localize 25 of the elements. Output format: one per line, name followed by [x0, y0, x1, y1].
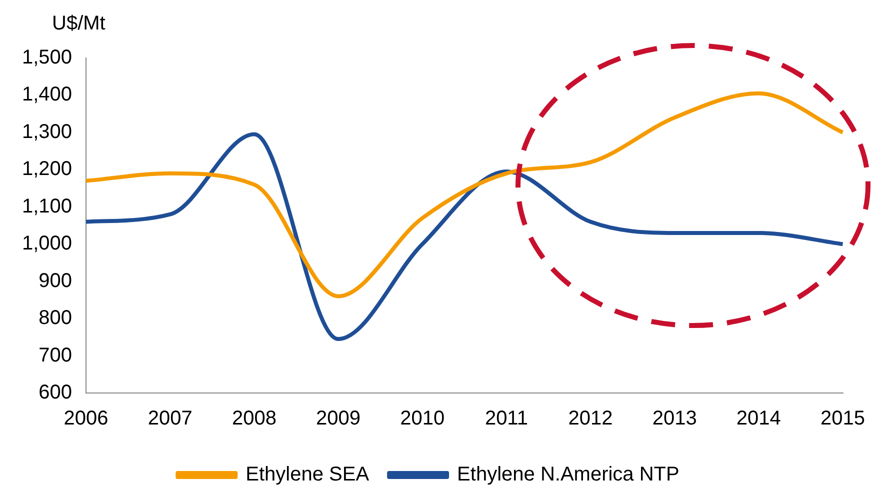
x-tick-label: 2011	[484, 408, 528, 430]
line-series	[84, 91, 845, 298]
y-tick-label: 1,000	[22, 232, 72, 255]
y-tick-label: 1,200	[22, 158, 72, 180]
x-tick-label: 2014	[736, 408, 781, 430]
x-tick-label: 2008	[232, 408, 276, 430]
legend-label: Ethylene N.America NTP	[457, 464, 680, 486]
x-tick-label: 2009	[316, 408, 361, 430]
y-tick-label: 800	[38, 307, 72, 330]
y-tick-label: 1,300	[22, 120, 72, 143]
x-tick-label: 2010	[400, 408, 445, 430]
y-tick-label: 700	[38, 344, 72, 366]
x-tick-label: 2006	[64, 408, 108, 430]
x-tick-label: 2015	[820, 408, 866, 430]
y-axis-title: U$/Mt	[52, 12, 106, 35]
y-tick-label: 1,500	[22, 46, 72, 69]
y-tick-label: 1,100	[22, 195, 72, 218]
y-tick-label: 900	[38, 270, 72, 292]
x-tick-label: 2013	[652, 408, 697, 430]
x-tick-label: 2012	[568, 408, 613, 430]
line-series	[84, 132, 845, 342]
y-tick-label: 1,400	[22, 84, 72, 106]
x-tick-label: 2007	[148, 408, 192, 430]
legend-label: Ethylene SEA	[246, 464, 370, 486]
y-tick-label: 600	[38, 382, 72, 404]
